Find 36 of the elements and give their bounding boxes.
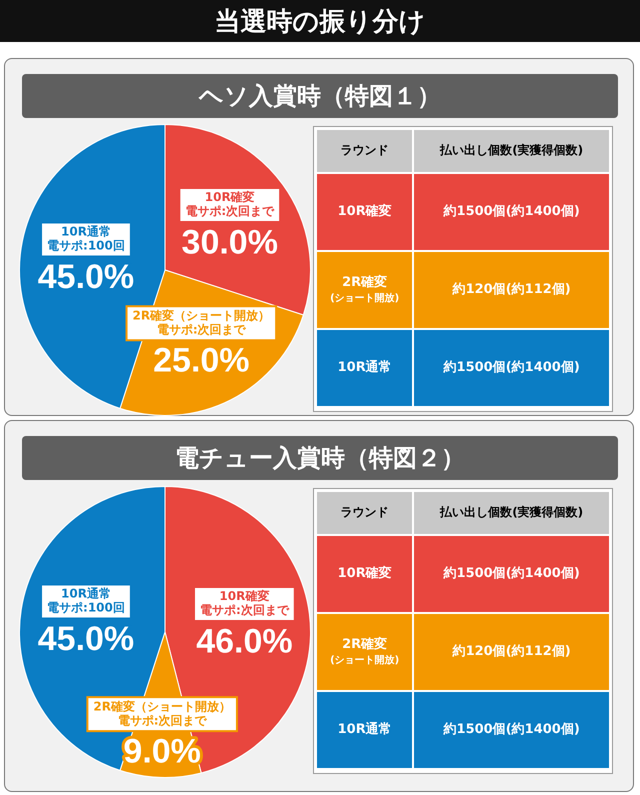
text: 電サポ:次回まで (200, 603, 290, 618)
data-label: 45.0% (38, 620, 134, 658)
slice-label: 2R確変（ショート開放） (93, 699, 231, 714)
text: 2R確変(ショート開放) (330, 275, 400, 305)
text: ラウンド (340, 143, 389, 159)
text: ラウンド (340, 505, 389, 521)
text: 約1500個(約1400個) (444, 566, 580, 582)
text: 10R確変 (338, 204, 392, 220)
text: 払い出し個数(実獲得個数) (440, 143, 584, 159)
data-label: 30.0% (182, 223, 278, 262)
text: 電サポ:次回まで (156, 322, 247, 336)
text: 約120個(約112個) (452, 644, 571, 660)
text: 電サポ:次回まで (185, 204, 276, 218)
data-label: 45.0% (38, 258, 134, 296)
text: 10R確変 (338, 566, 392, 582)
slice-label: 10R確変 (204, 190, 255, 204)
slice-label: 10R確変 (219, 589, 270, 604)
slice-label: 10R通常 (60, 224, 111, 239)
text: 約1500個(約1400個) (444, 360, 580, 376)
text: 電サポ:次回まで (118, 713, 208, 728)
text: 払い出し個数(実獲得個数) (440, 505, 584, 521)
slice-label: 10R通常 (60, 586, 111, 601)
text: 当選時の振り分け (0, 0, 640, 42)
text: 2R確変(ショート開放) (330, 637, 400, 667)
text: 電サポ:100回 (47, 238, 125, 253)
data-label: 46.0% (196, 622, 293, 660)
chart-title: 電チュー入賞時（特図２） (22, 436, 618, 480)
text: 10R通常 (338, 360, 392, 376)
text: 約120個(約112個) (452, 282, 571, 298)
text: 10R通常 (338, 722, 392, 738)
text: 電サポ:100回 (47, 600, 125, 615)
text: 約1500個(約1400個) (444, 722, 580, 738)
text: 約1500個(約1400個) (444, 204, 580, 220)
chart-title: ヘソ入賞時（特図１） (22, 74, 618, 118)
slice-label: 2R確変（ショート開放） (132, 308, 270, 322)
data-label: 25.0% (153, 342, 250, 380)
